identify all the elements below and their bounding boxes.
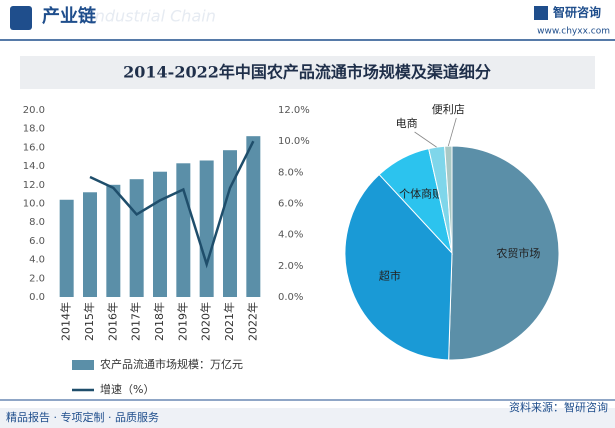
- y-tick-label: 8.0: [29, 217, 45, 228]
- x-tick-label: 2019年: [175, 302, 189, 341]
- bar: [129, 179, 144, 297]
- y-tick-label: 0.0: [29, 292, 45, 303]
- footer-slogan: 精品报告 · 专项定制 · 品质服务: [6, 410, 159, 424]
- y-tick-label: 18.0: [23, 124, 45, 135]
- leader-line: [447, 117, 457, 147]
- slice-label: 电商: [396, 116, 418, 130]
- slice-label: 便利店: [432, 102, 465, 116]
- y2-tick-label: 2.0%: [278, 261, 303, 272]
- bar-line-chart: 0.0 2.0 4.0 6.0 8.0 10.0 12.0 14.0 16.0 18.0 20.0 0…: [23, 105, 310, 396]
- footer-source: 资料来源：智研咨询: [509, 400, 608, 414]
- x-tick-label: 2017年: [129, 302, 143, 341]
- logo-icon: [534, 6, 548, 20]
- slice-label: 农贸市场: [496, 246, 540, 260]
- bar: [199, 160, 214, 297]
- y-tick-label: 4.0: [29, 255, 45, 266]
- legend-label: 农产品流通市场规模：万亿元: [100, 357, 243, 371]
- bar: [176, 163, 191, 297]
- legend-swatch: [72, 360, 94, 370]
- footer-bar: [0, 408, 615, 428]
- banner-title: 2014-2022年中国农产品流通市场规模及渠道细分: [123, 63, 491, 82]
- x-tick-label: 2018年: [152, 302, 166, 341]
- y-tick-label: 12.0: [23, 180, 45, 191]
- header-icon: [10, 6, 32, 30]
- x-tick-label: 2020年: [199, 302, 213, 341]
- y2-tick-label: 6.0%: [278, 199, 303, 210]
- y2-tick-label: 10.0%: [278, 136, 310, 147]
- x-tick-label: 2015年: [82, 302, 96, 341]
- header-url: www.chyxx.com: [537, 27, 610, 37]
- bar: [153, 171, 167, 297]
- slice-label: 超市: [379, 268, 401, 282]
- legend-label: 增速（%）: [100, 382, 154, 396]
- bar: [223, 150, 237, 297]
- y2-tick-label: 0.0%: [278, 292, 303, 303]
- growth-line: [89, 140, 255, 269]
- x-tick-label: 2021年: [222, 302, 236, 341]
- y2-tick-label: 4.0%: [278, 230, 303, 241]
- y-tick-label: 6.0: [29, 236, 45, 247]
- y2-tick-label: 12.0%: [278, 105, 310, 116]
- header-title: 产业链: [42, 5, 97, 27]
- x-tick-label: 2022年: [245, 302, 259, 341]
- leader-line: [414, 131, 437, 148]
- bar: [106, 184, 121, 297]
- pie-slice: [344, 173, 453, 361]
- pie-slice: [448, 145, 560, 361]
- y-tick-label: 10.0: [23, 199, 45, 210]
- banner: [20, 56, 595, 89]
- y-tick-label: 20.0: [23, 105, 45, 116]
- y-tick-label: 16.0: [23, 142, 45, 153]
- logo-text: 智研咨询: [552, 5, 601, 20]
- y2-tick-label: 8.0%: [278, 167, 303, 178]
- x-tick-label: 2016年: [105, 302, 119, 341]
- bar: [83, 192, 97, 297]
- y-tick-label: 14.0: [23, 161, 45, 172]
- y-tick-label: 2.0: [29, 273, 45, 284]
- x-tick-label: 2014年: [59, 302, 73, 341]
- bar: [59, 199, 74, 297]
- header-watermark: Industrial Chain: [90, 7, 216, 26]
- slice-label: 个体商贩: [399, 186, 443, 200]
- bar: [246, 136, 261, 297]
